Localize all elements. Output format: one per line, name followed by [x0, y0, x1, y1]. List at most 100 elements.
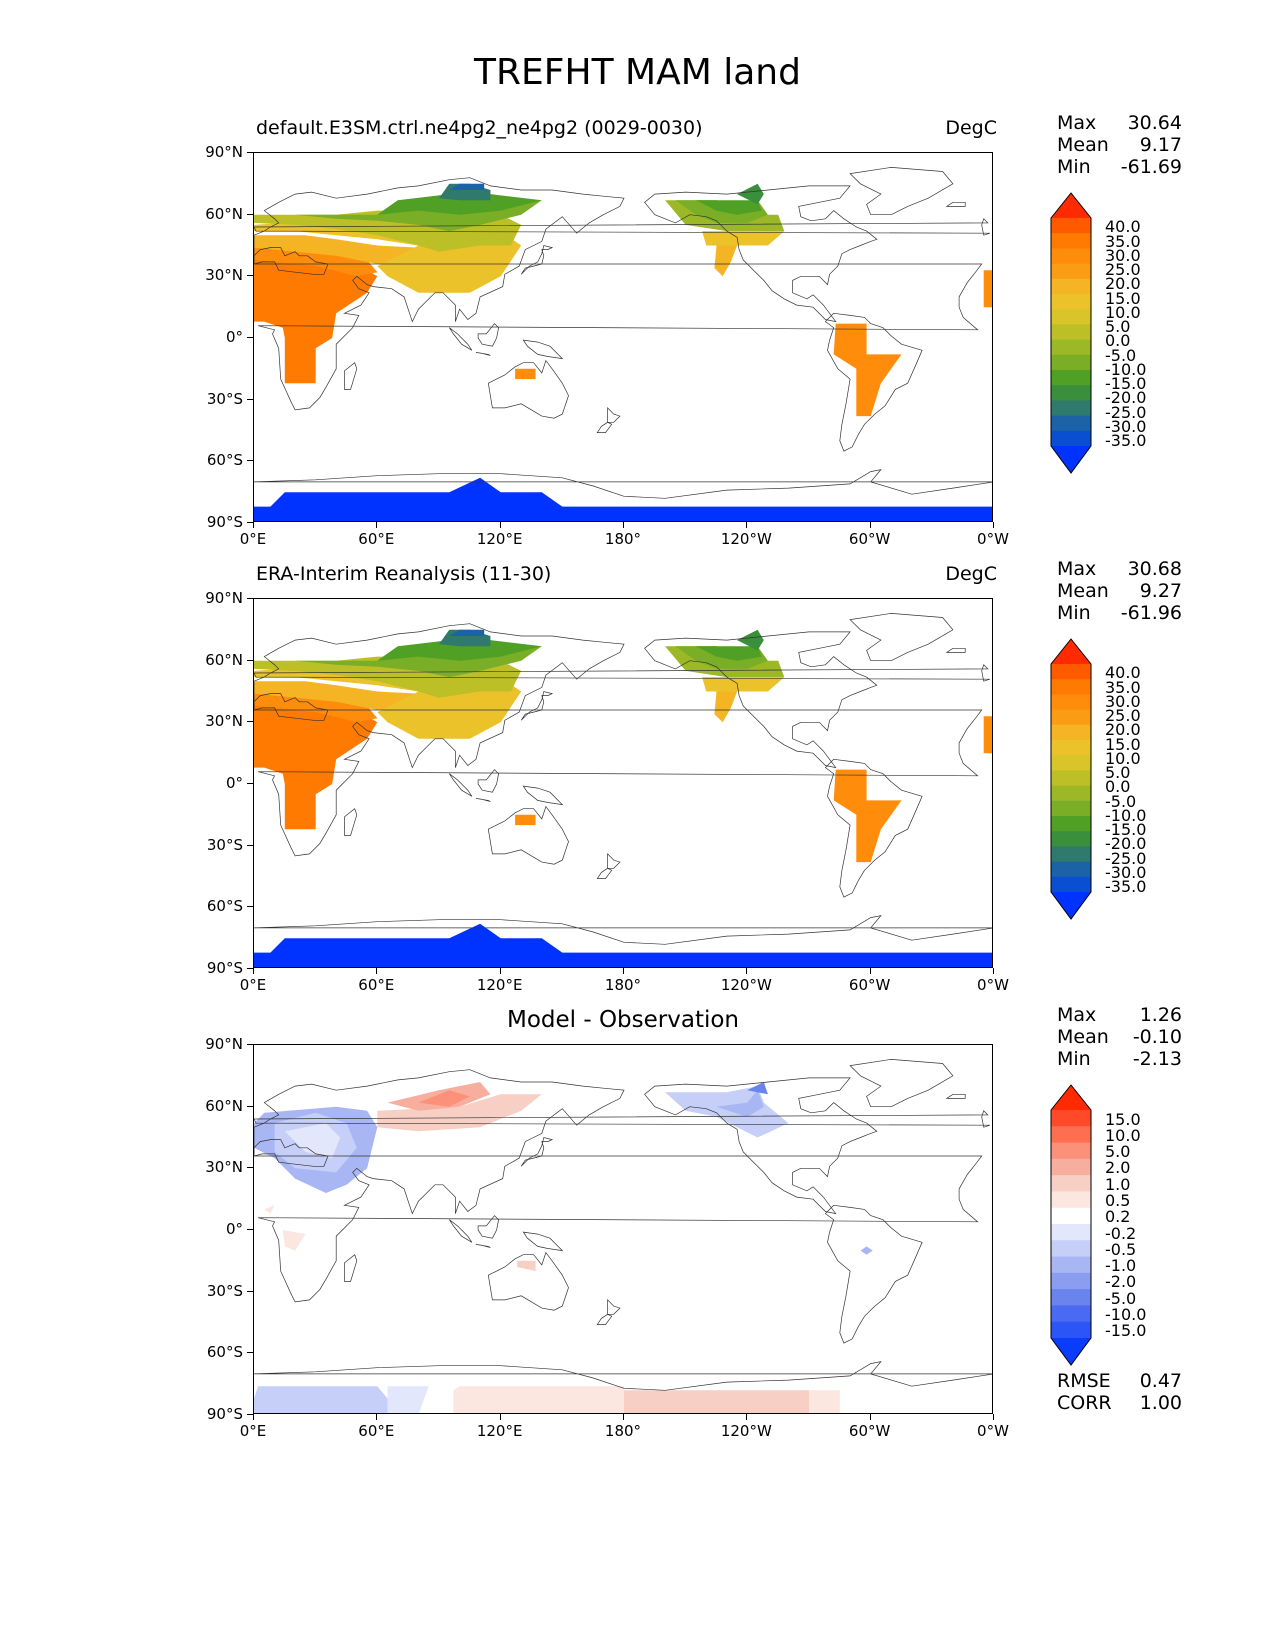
colorbar-segment: [1051, 755, 1091, 771]
x-tick-label: 60°E: [358, 976, 395, 994]
coastline: [644, 631, 878, 769]
coastline: [824, 312, 923, 452]
colorbar-segment: [1051, 233, 1091, 249]
coastline: [254, 623, 983, 857]
x-tick-label: 120°E: [476, 976, 523, 994]
colorbar-segment: [1051, 1256, 1091, 1274]
stat-label: Mean: [1057, 134, 1109, 156]
coastline: [522, 339, 564, 360]
x-tick-label: 0°E: [239, 530, 267, 548]
colorbar-tick-label: 15.0: [1105, 288, 1141, 308]
coastline: [644, 185, 878, 323]
field-region: [714, 691, 738, 723]
y-tick-label: 60°S: [206, 1343, 243, 1362]
coastline: [522, 785, 564, 806]
stats-box: Max 30.64 Mean 9.17 Min -61.69: [1057, 112, 1182, 178]
colorbar-segment: [1051, 1175, 1091, 1192]
colorbar-tick-label: -0.2: [1105, 1223, 1137, 1243]
y-tick-label: 90°N: [205, 1035, 243, 1053]
coastline: [254, 1139, 329, 1167]
colorbar-segment: [1051, 831, 1091, 847]
colorbar-segment: [1051, 1224, 1091, 1241]
colorbar-tick-label: -15.0: [1105, 374, 1147, 394]
field-region: [282, 1230, 306, 1251]
field-region: [449, 183, 485, 190]
coastline: [487, 359, 569, 419]
coastline: [607, 1299, 621, 1315]
field-region: [624, 1390, 809, 1413]
field-region: [254, 1386, 388, 1413]
colorbar-segment: [1051, 1272, 1091, 1290]
field-region: [515, 814, 536, 826]
coastline: [477, 1215, 499, 1239]
colorbar-tick-label: 35.0: [1105, 677, 1141, 697]
colorbar-segment: [1051, 800, 1091, 817]
field-region: [809, 1390, 840, 1413]
y-tick-label: 60°N: [205, 204, 243, 223]
field-region: [254, 477, 992, 521]
coastline: [607, 853, 621, 869]
colorbar-segment: [1051, 263, 1091, 280]
x-tick-label: 60°E: [358, 530, 395, 548]
colorbar-tick-label: -5.0: [1105, 791, 1137, 811]
colorbar-segment: [1051, 248, 1091, 265]
coastline: [596, 1313, 613, 1325]
colorbar-top-arrow: [1051, 1085, 1091, 1110]
colorbar-segment: [1051, 339, 1091, 356]
colorbar-tick-label: 2.0: [1105, 1158, 1131, 1178]
y-tick-label: 0°: [225, 774, 243, 792]
colorbar-tick-label: 40.0: [1105, 217, 1141, 237]
units-label: DegC: [945, 117, 997, 139]
coastline: [254, 247, 329, 275]
colorbar-tick-label: 40.0: [1105, 663, 1141, 683]
x-tick-label: 180°: [604, 976, 642, 994]
colorbar-segment: [1051, 876, 1091, 893]
colorbar-segment: [1051, 385, 1091, 401]
x-tick-label: 120°W: [720, 1422, 772, 1440]
coastline: [487, 1251, 569, 1311]
colorbar-segment: [1051, 664, 1091, 680]
coastline: [254, 915, 992, 945]
colorbar-bottom-arrow: [1051, 1338, 1091, 1365]
coastline: [475, 798, 491, 802]
field-region: [377, 640, 542, 661]
stat-label: Min: [1057, 1048, 1091, 1070]
map-plot: [253, 1044, 993, 1414]
colorbar: [1050, 638, 1092, 920]
coastline: [254, 177, 983, 411]
panel-2: ERA-Interim Reanalysis (11-30) DegC 90°N 60…: [0, 558, 1275, 1036]
coastline: [849, 1059, 954, 1108]
colorbar-tick-label: -35.0: [1105, 431, 1147, 451]
colorbar-segment: [1051, 278, 1091, 295]
stat-value: 9.27: [1139, 580, 1182, 602]
x-tick-label: 180°: [604, 530, 642, 548]
field-region: [453, 1386, 624, 1413]
metric-value: 1.00: [1139, 1392, 1182, 1414]
colorbar-tick-label: -5.0: [1105, 1288, 1137, 1308]
y-tick-label: 0°: [225, 328, 243, 346]
coastline: [945, 1093, 966, 1099]
field-region: [254, 691, 378, 723]
field-region: [254, 681, 419, 710]
map-plot: [253, 598, 993, 968]
colorbar-segment: [1051, 354, 1091, 371]
colorbar-segment: [1051, 1158, 1091, 1176]
y-tick-label: 60°S: [206, 897, 243, 916]
colorbar-tick-label: 15.0: [1105, 1109, 1141, 1129]
colorbar-tick-label: 20.0: [1105, 720, 1141, 740]
colorbar-top-arrow: [1051, 639, 1091, 664]
coastline: [475, 352, 491, 356]
colorbar-tick-label: -10.0: [1105, 805, 1147, 825]
y-tick-label: 90°N: [205, 143, 243, 161]
colorbar-tick-label: -2.0: [1105, 1272, 1137, 1292]
map-plot: [253, 152, 993, 522]
field-region: [716, 1090, 764, 1117]
field-region: [254, 235, 419, 264]
colorbar-segment: [1051, 724, 1091, 741]
field-region: [387, 1386, 429, 1413]
colorbar: [1050, 192, 1092, 474]
colorbar-tick-label: 0.0: [1105, 331, 1131, 351]
colorbar-tick-label: -10.0: [1105, 1305, 1147, 1325]
colorbar-tick-label: 30.0: [1105, 691, 1141, 711]
stat-value: 30.68: [1127, 558, 1182, 580]
